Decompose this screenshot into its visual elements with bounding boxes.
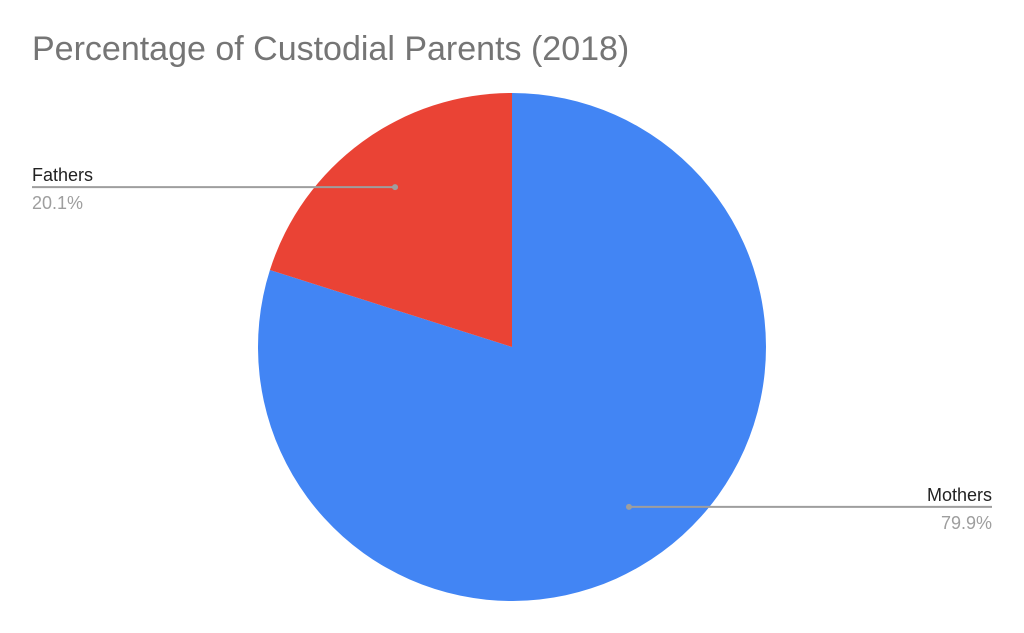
slice-label-mothers: Mothers (927, 485, 992, 505)
pie-slice-mothers (257, 93, 766, 601)
slice-labels: Mothers 79.9% Fathers 20.1% (32, 165, 992, 533)
slice-value-mothers: 79.9% (941, 513, 992, 533)
chart-title: Percentage of Custodial Parents (2018) (32, 30, 630, 68)
slice-value-fathers: 20.1% (32, 193, 83, 213)
slice-label-fathers: Fathers (32, 165, 93, 185)
leader-dot-mothers (625, 503, 632, 510)
pie-slice-fathers (269, 93, 512, 347)
leader-dot-fathers (392, 184, 399, 191)
pie-slices (257, 93, 766, 601)
